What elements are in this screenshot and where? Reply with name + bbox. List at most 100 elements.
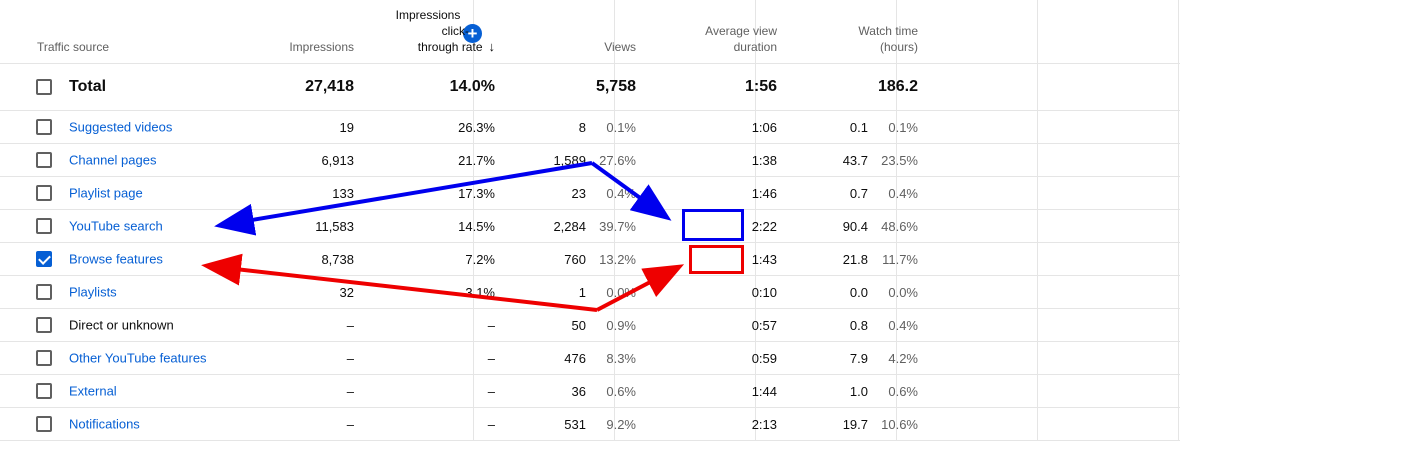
row-watch-pct: 48.6% (881, 218, 918, 234)
traffic-source-link[interactable]: Channel pages (69, 152, 157, 168)
row-views: 8 (578, 119, 586, 135)
row-avd: 0:10 (751, 284, 777, 300)
row-ctr: 26.3% (458, 119, 495, 135)
table-row: Browse features 8,738 7.2% 760 13.2% 1:43 21.8… (0, 243, 1180, 276)
row-impressions: – (346, 317, 354, 333)
total-views: 5,758 (595, 78, 636, 95)
row-impressions: – (346, 350, 354, 366)
traffic-source-link[interactable]: Browse features (69, 251, 163, 267)
traffic-source-link[interactable]: Notifications (69, 416, 140, 432)
table-header: Traffic source + Impressions Impressions… (0, 0, 1180, 64)
row-ctr: 14.5% (458, 218, 495, 234)
header-traffic-source: Traffic source (37, 40, 110, 54)
row-impressions: – (346, 383, 354, 399)
row-views-pct: 0.6% (606, 383, 636, 399)
row-checkbox[interactable] (36, 350, 52, 366)
column-divider (614, 0, 615, 441)
row-watch-pct: 11.7% (882, 251, 918, 267)
row-views: 23 (571, 185, 586, 201)
row-avd: 2:13 (751, 416, 777, 432)
traffic-source-link[interactable]: Playlists (69, 284, 117, 300)
plus-circle-icon[interactable]: + (463, 24, 482, 43)
header-ctr-line1: Impressions (395, 8, 461, 22)
row-views: 476 (564, 350, 586, 366)
row-ctr: – (487, 383, 495, 399)
traffic-source-link[interactable]: Suggested videos (69, 119, 173, 135)
header-avd-line2: duration (733, 40, 777, 54)
row-impressions: 11,583 (315, 218, 354, 234)
column-divider (1037, 0, 1038, 441)
total-row: Total 27,418 14.0% 5,758 1:56 186.2 (0, 64, 1180, 111)
traffic-source-link[interactable]: External (69, 383, 117, 399)
row-watch-pct: 0.0% (888, 284, 918, 300)
row-views-pct: 0.9% (606, 317, 636, 333)
row-watch-pct: 4.2% (888, 350, 918, 366)
total-label: Total (69, 78, 107, 95)
row-impressions: 133 (332, 185, 354, 201)
table-row: Playlist page 133 17.3% 23 0.4% 1:46 0.7 0.4% (0, 177, 1180, 210)
arrow-down-icon[interactable]: ↓ (488, 39, 496, 54)
table-row: Direct or unknown – – 50 0.9% 0:57 0.8 0.4% (0, 309, 1180, 342)
header-watch-time[interactable]: Watch time (hours) (858, 23, 918, 55)
header-ctr[interactable]: Impressions click- through rate ↓ (375, 7, 495, 55)
traffic-source-link[interactable]: Other YouTube features (69, 350, 207, 366)
row-checkbox[interactable] (36, 251, 52, 267)
row-watch: 21.8 (842, 251, 868, 267)
traffic-source-label: Direct or unknown (69, 317, 174, 333)
row-watch-pct: 23.5% (881, 152, 918, 168)
traffic-source-link[interactable]: YouTube search (69, 218, 163, 234)
row-views: 531 (564, 416, 586, 432)
row-views: 760 (564, 251, 586, 267)
blue-arrow (214, 161, 672, 236)
row-watch-pct: 0.6% (888, 383, 918, 399)
row-avd: 0:57 (751, 317, 777, 333)
total-checkbox[interactable] (36, 79, 52, 95)
traffic-source-link[interactable]: Playlist page (69, 185, 143, 201)
row-impressions: 6,913 (321, 152, 354, 168)
header-ctr-line3: through rate (417, 40, 483, 54)
row-avd: 0:59 (751, 350, 777, 366)
row-watch: 1.0 (849, 383, 868, 399)
highlight-box-red (689, 245, 744, 274)
row-ctr: 21.7% (458, 152, 495, 168)
row-checkbox[interactable] (36, 317, 52, 333)
table-row: External – – 36 0.6% 1:44 1.0 0.6% (0, 375, 1180, 408)
row-checkbox[interactable] (36, 152, 52, 168)
row-ctr: – (487, 416, 495, 432)
header-ctr-line2: click- (441, 24, 469, 38)
row-checkbox[interactable] (36, 284, 52, 300)
row-ctr: 17.3% (458, 185, 495, 201)
row-views: 50 (571, 317, 586, 333)
column-divider (473, 0, 474, 441)
row-watch: 43.7 (842, 152, 868, 168)
row-watch: 0.0 (849, 284, 868, 300)
row-impressions: 19 (339, 119, 354, 135)
row-views-pct: 13.2% (599, 251, 636, 267)
total-avd: 1:56 (744, 78, 777, 95)
row-checkbox[interactable] (36, 185, 52, 201)
row-avd: 1:38 (751, 152, 777, 168)
header-impressions[interactable]: Impressions (289, 40, 354, 54)
row-avd: 2:22 (751, 218, 777, 234)
row-checkbox[interactable] (36, 119, 52, 135)
row-checkbox[interactable] (36, 383, 52, 399)
row-views-pct: 9.2% (606, 416, 636, 432)
table-row: YouTube search 11,583 14.5% 2,284 39.7% 2:22 9… (0, 210, 1180, 243)
row-views-pct: 27.6% (599, 152, 636, 168)
header-avd-line1: Average view (705, 24, 777, 38)
row-ctr: – (487, 317, 495, 333)
column-divider (896, 0, 897, 441)
column-divider (755, 0, 756, 441)
row-watch: 19.7 (842, 416, 868, 432)
row-ctr: – (487, 350, 495, 366)
row-checkbox[interactable] (36, 218, 52, 234)
row-watch: 90.4 (842, 218, 868, 234)
header-avd[interactable]: Average view duration (705, 23, 777, 55)
row-ctr: 7.2% (465, 251, 495, 267)
table-row: Suggested videos 19 26.3% 8 0.1% 1:06 0.1 0.1% (0, 111, 1180, 144)
header-watch-line2: (hours) (879, 40, 918, 54)
row-views-pct: 0.0% (606, 284, 636, 300)
row-checkbox[interactable] (36, 416, 52, 432)
header-views[interactable]: Views (604, 40, 636, 54)
total-ctr: 14.0% (449, 78, 495, 95)
